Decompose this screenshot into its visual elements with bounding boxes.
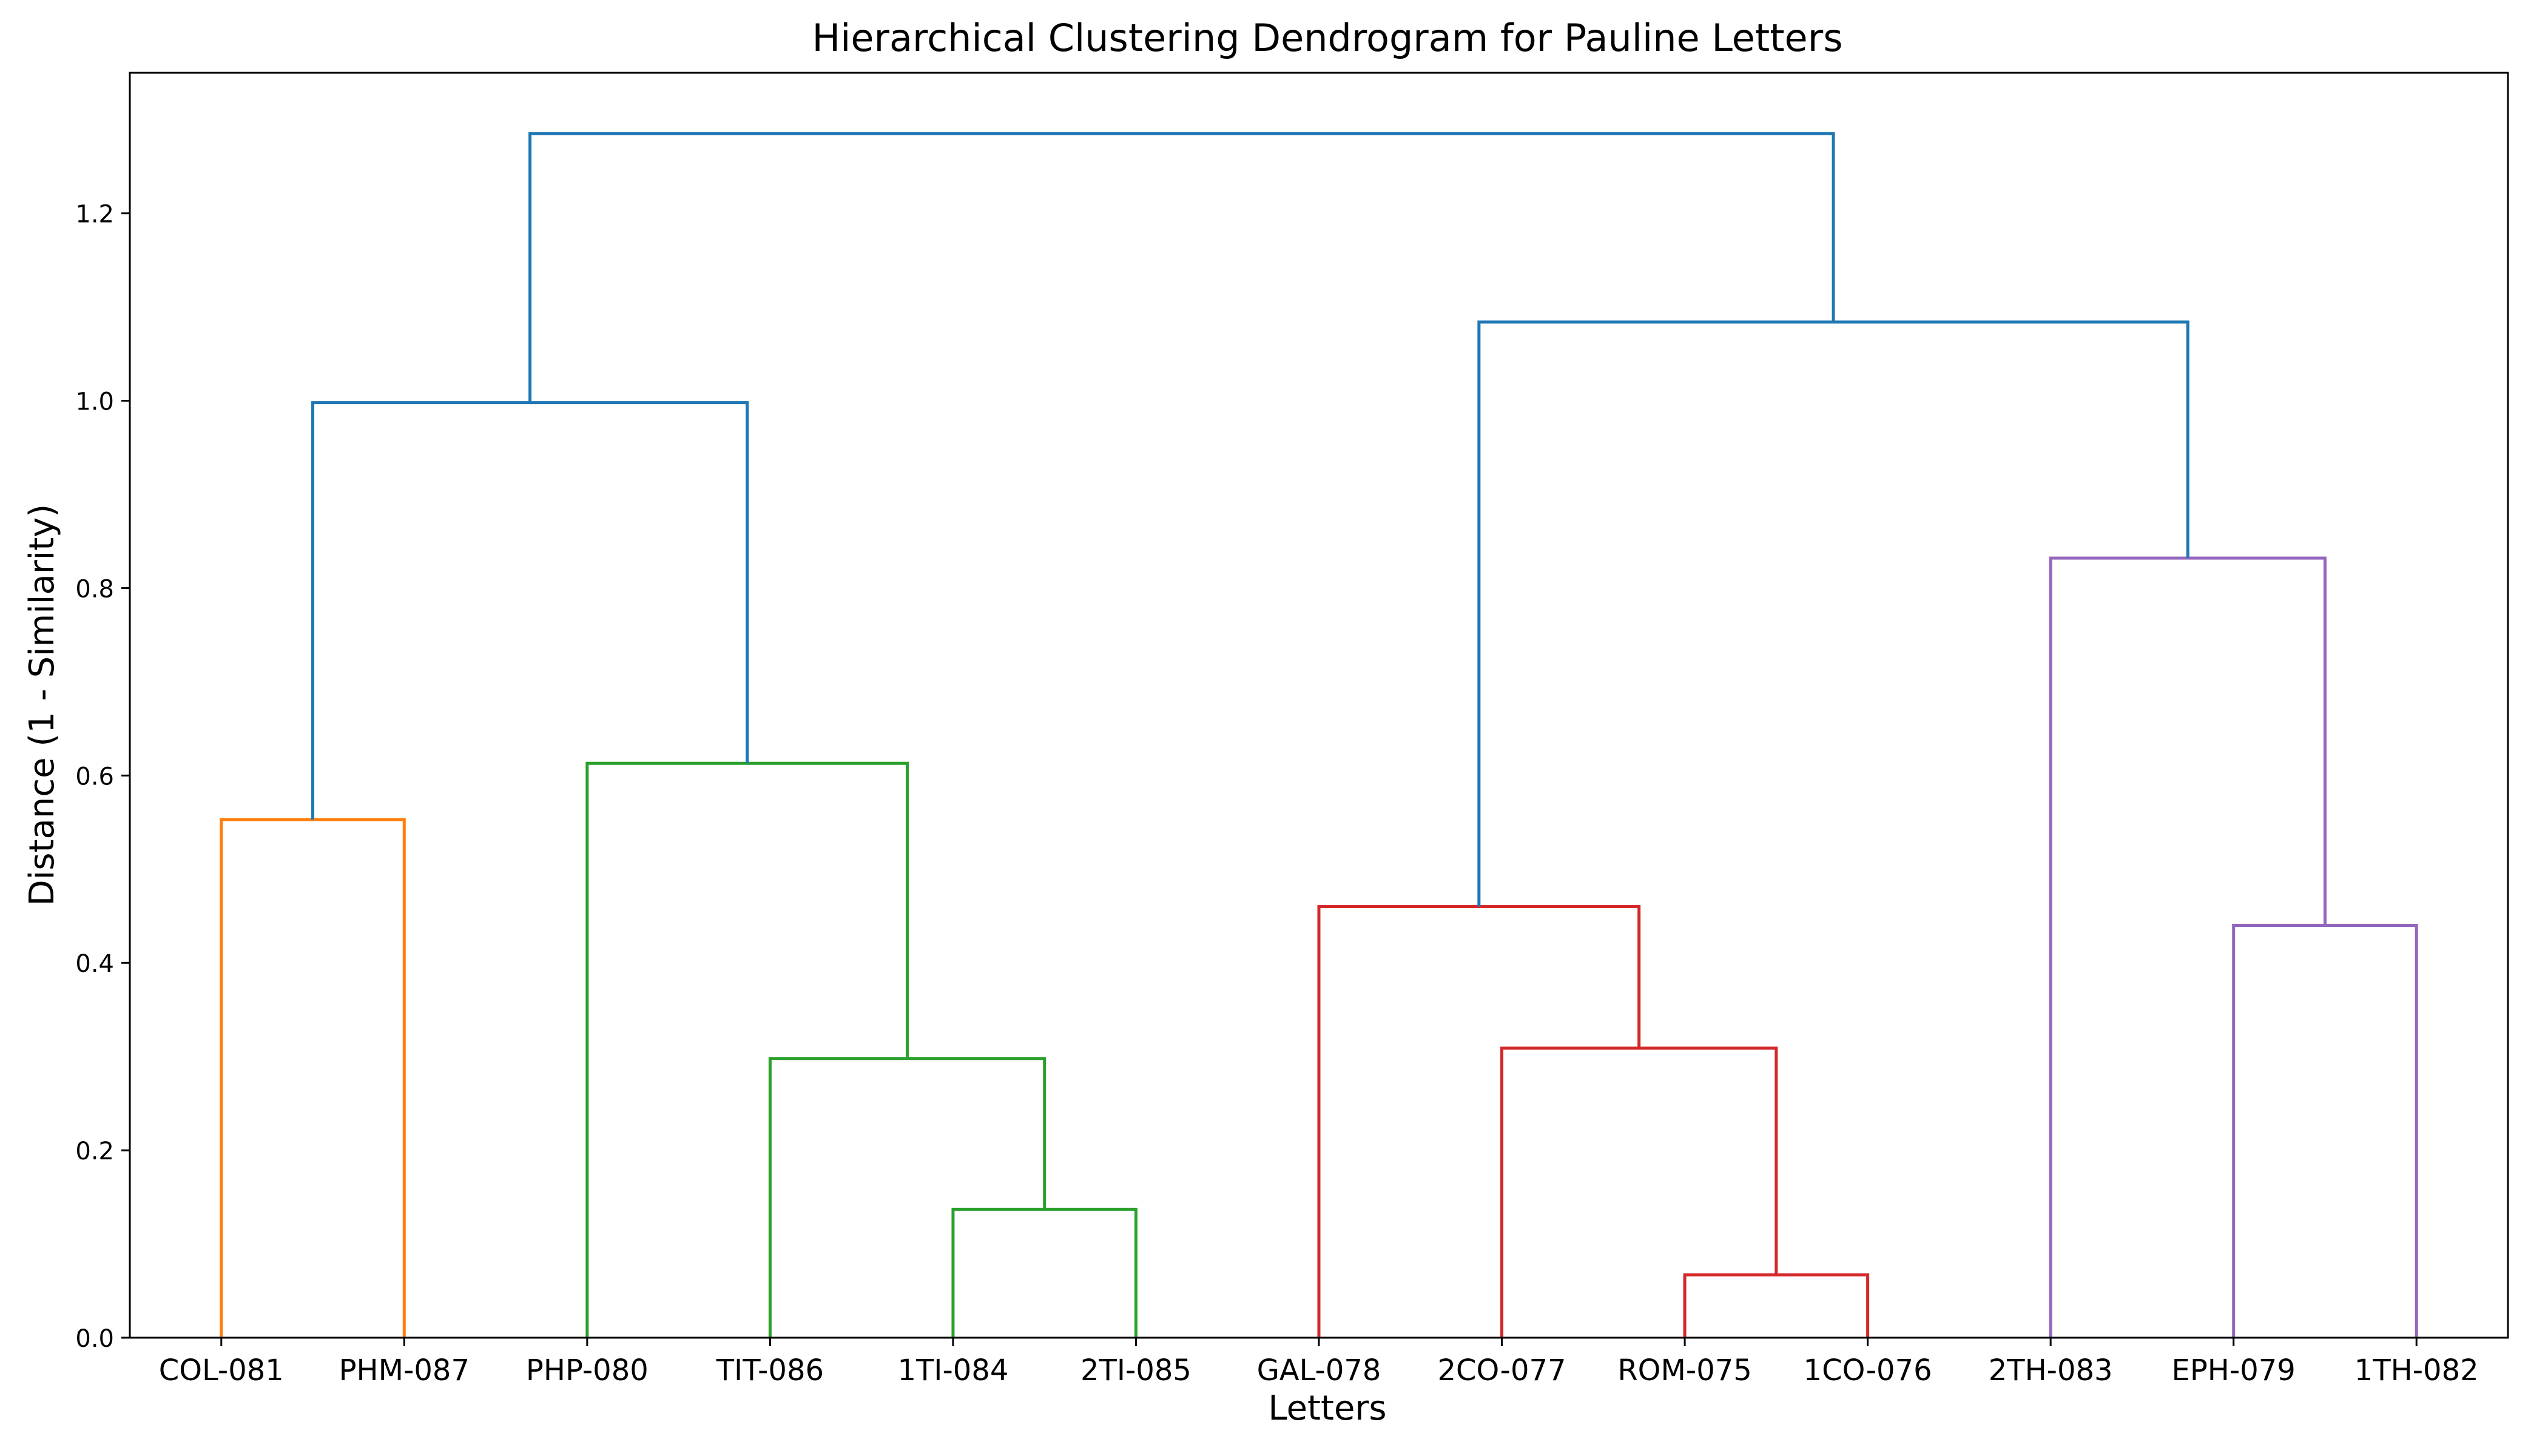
x-axis: COL-081 PHM-087 PHP-080 TIT-086 1TI-084 2TI-0… [159, 1338, 2479, 1387]
dendrogram-link-2 [768, 1057, 1046, 1338]
x-tick-label: PHP-080 [526, 1353, 649, 1387]
y-tick-label: 0.2 [75, 1138, 114, 1165]
y-tick-label: 0.4 [75, 950, 114, 978]
dendrogram-link-1 [951, 1207, 1138, 1338]
dendrogram-link-6 [1317, 905, 1641, 1338]
x-tick-label: 2CO-077 [1437, 1353, 1566, 1387]
y-tick-label: 1.2 [75, 201, 114, 229]
plot-frame [129, 72, 2509, 1339]
y-tick-label: 0.0 [75, 1325, 114, 1353]
chart-title: Hierarchical Clustering Dendrogram for P… [812, 16, 1842, 60]
x-tick-label: 1CO-076 [1804, 1353, 1932, 1387]
x-tick-label: GAL-078 [1257, 1353, 1381, 1387]
dendrogram-links [220, 132, 2418, 1338]
x-tick-label: 2TI-085 [1080, 1353, 1191, 1387]
x-tick-label: ROM-075 [1617, 1353, 1751, 1387]
x-tick-label: 1TH-082 [2354, 1353, 2479, 1387]
dendrogram-link-0 [220, 818, 406, 1338]
x-axis-label: Letters [1268, 1389, 1386, 1428]
x-tick-label: PHM-087 [339, 1353, 470, 1387]
dendrogram-link-11 [528, 132, 1835, 403]
dendrogram-link-8 [2049, 556, 2327, 1338]
dendrogram-link-10 [1477, 320, 2189, 907]
dendrogram-link-5 [1500, 1046, 1778, 1338]
x-tick-label: EPH-079 [2172, 1353, 2296, 1387]
y-axis-label: Distance (1 - Similarity) [22, 504, 62, 906]
x-tick-label: 1TI-084 [897, 1353, 1008, 1387]
dendrogram-link-4 [1683, 1273, 1870, 1338]
dendrogram-link-7 [2232, 923, 2418, 1338]
x-tick-label: COL-081 [159, 1353, 284, 1387]
y-tick-label: 0.6 [75, 763, 114, 790]
x-tick-label: 2TH-083 [1989, 1353, 2113, 1387]
x-tick-label: TIT-086 [716, 1353, 824, 1387]
dendrogram-link-3 [585, 761, 909, 1338]
y-tick-label: 0.8 [75, 575, 114, 603]
y-axis: 0.0 0.2 0.4 0.6 0.8 1.0 1.2 [75, 201, 130, 1353]
y-tick-label: 1.0 [75, 388, 114, 416]
dendrogram-link-9 [311, 401, 749, 820]
